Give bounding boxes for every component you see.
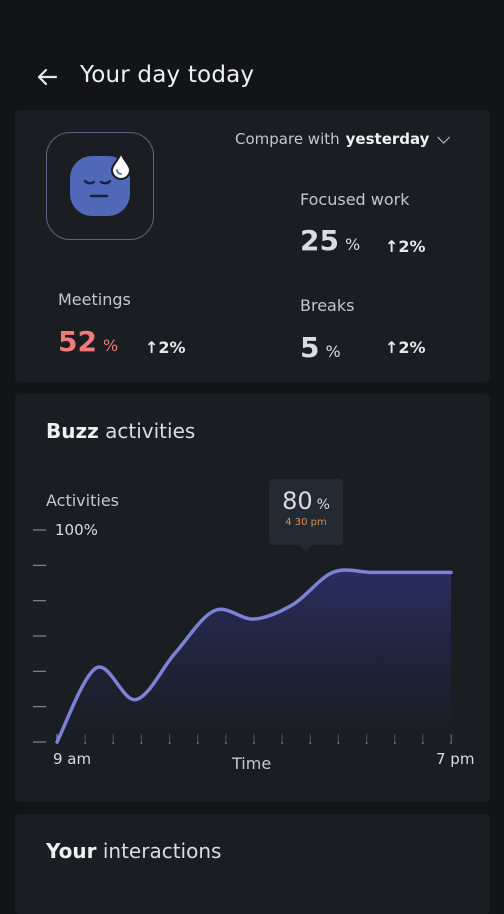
focused-work-change: ↑2% [385,237,426,256]
meetings-change-value: 2% [158,338,186,357]
meetings-number: 52 [58,325,97,358]
chevron-down-icon [437,131,451,144]
breaks-value: 5% [300,331,341,364]
arrow-up-icon: ↑ [385,338,399,357]
app-header: Your day today [0,50,504,104]
interactions-title-bold: Your [46,839,97,863]
x-start-label: 9 am [53,750,92,768]
focused-work-change-value: 2% [398,237,426,256]
tooltip-value: 80% [269,487,343,515]
page-title: Your day today [80,62,255,88]
activity-chart[interactable] [15,394,490,802]
tooltip-number: 80 [282,487,313,515]
breaks-number: 5 [300,331,320,364]
interactions-title: Your interactions [46,839,221,863]
summary-card: Compare with yesterday Focused work 25% ↑… [15,110,490,382]
breaks-label: Breaks [300,296,355,315]
arrow-up-icon: ↑ [145,338,159,357]
focused-work-unit: % [344,235,361,254]
breaks-unit: % [325,342,341,361]
buzz-title-bold: Buzz [46,419,99,443]
y-tick-100: 100% [55,521,98,539]
compare-prefix: Compare with [235,130,340,148]
back-arrow-icon[interactable] [34,64,60,90]
chart-area-fill [57,570,451,742]
x-axis-label: Time [232,754,272,773]
buzz-title-rest: activities [98,419,196,443]
buzz-activities-card: Buzz activities Activities 100% 80% 4 30… [15,394,490,802]
focused-work-label: Focused work [300,190,410,209]
y-axis-label: Activities [46,491,119,510]
mood-indicator[interactable] [46,132,154,240]
tooltip-unit: % [316,497,330,513]
tooltip-time: 4 30 pm [285,517,327,528]
meetings-change: ↑2% [145,338,186,357]
buzz-title: Buzz activities [46,419,195,443]
interactions-title-rest: interactions [96,839,222,863]
chart-line [55,568,453,744]
compare-dropdown[interactable]: Compare with yesterday [235,130,451,148]
interactions-card: Your interactions [15,814,490,914]
chart-tooltip: 80% 4 30 pm [269,479,343,552]
arrow-up-icon: ↑ [385,237,399,256]
meetings-value: 52% [58,325,118,358]
breaks-change: ↑2% [385,338,426,357]
breaks-change-value: 2% [398,338,426,357]
compare-value: yesterday [345,130,430,148]
focused-work-number: 25 [300,224,339,257]
meetings-label: Meetings [58,290,131,309]
x-end-label: 7 pm [436,750,475,768]
sweating-face-icon [70,155,131,216]
focused-work-value: 25% [300,224,360,257]
meetings-unit: % [102,336,119,355]
